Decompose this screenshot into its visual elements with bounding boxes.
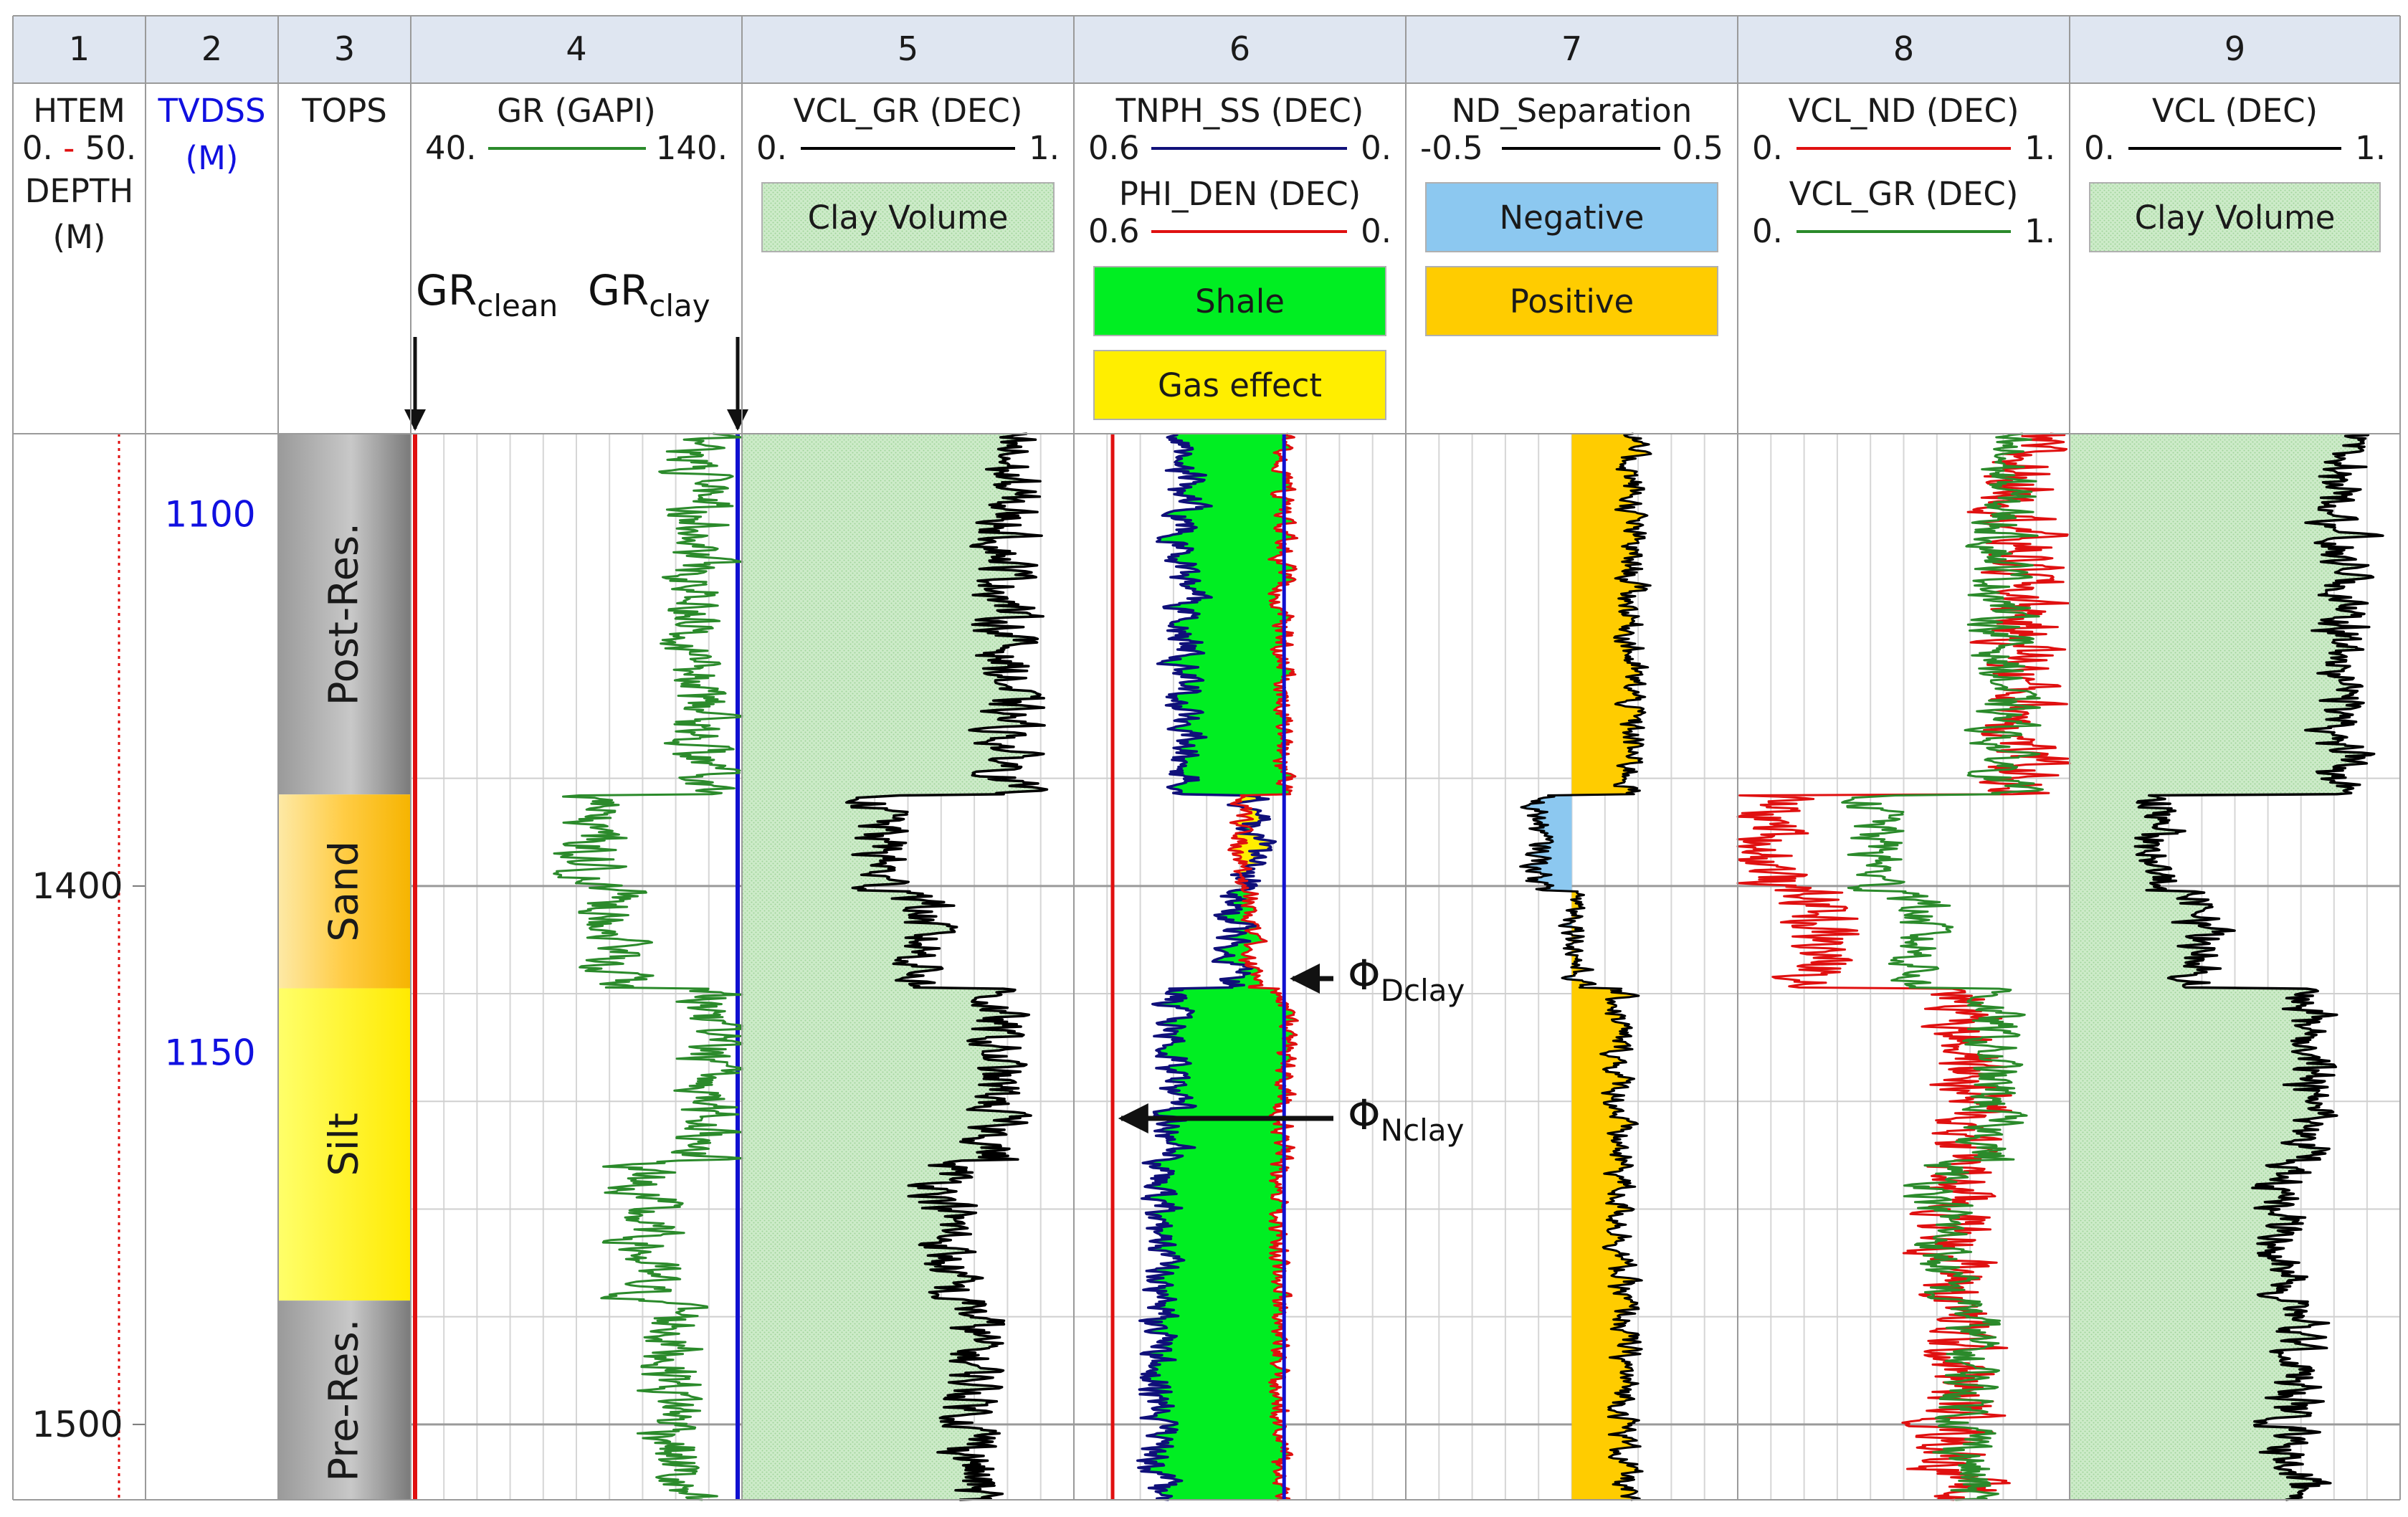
top-zone-label: Pre-Res. [321, 1319, 368, 1482]
nd-sep-title: ND_Separation [1452, 92, 1692, 130]
htem-title: HTEM [33, 92, 125, 130]
vcl-gr-min: 0. [756, 129, 787, 167]
depth-title: DEPTH [25, 172, 134, 210]
vcl-gr-clay-fill [742, 434, 1047, 1500]
track-number: 5 [898, 29, 918, 68]
top-zone-label: Post-Res. [321, 523, 368, 705]
vcl-gr-curve [844, 432, 1049, 1501]
top-zone-label: Silt [321, 1113, 368, 1176]
top-zone-postres [278, 434, 411, 795]
fill-layer [278, 434, 2383, 1500]
vcl-gr-t8-title: VCL_GR (DEC) [1789, 175, 2019, 213]
tnph-title: TNPH_SS (DEC) [1115, 92, 1364, 130]
gr-curve [553, 432, 743, 1501]
nd-sep-min: -0.5 [1420, 129, 1483, 167]
top-zone-silt [278, 988, 411, 1301]
vcl-gr-t8-min: 0. [1752, 212, 1783, 250]
gas-effect-legend-label: Gas effect [1158, 366, 1322, 404]
tvdss-unit: (M) [186, 139, 239, 177]
shale-legend-box [1093, 266, 1386, 336]
tnph-max: 0. [1361, 129, 1391, 167]
clay-volume-legend-box [761, 182, 1055, 252]
top-zone-label: Sand [321, 841, 368, 942]
nd-sep-max: 0.5 [1672, 129, 1723, 167]
vcl-clay-fill [2070, 434, 2383, 1500]
curves-layer [118, 337, 2384, 1501]
tops-title: TOPS [301, 92, 387, 130]
positive-legend-box [1425, 266, 1718, 336]
vcl-curve [2133, 432, 2384, 1501]
gr-title: GR (GAPI) [497, 92, 656, 130]
vcl-gr-max: 1. [1029, 129, 1060, 167]
shale-legend-label: Shale [1195, 282, 1285, 320]
gas-effect-legend-box [1093, 350, 1386, 420]
nd-separation-curve [1519, 432, 1652, 1501]
top-zone-sand [278, 794, 411, 989]
nd-positive-fill [1571, 434, 1651, 1500]
phi-dclay-label: ΦDclay [1348, 951, 1465, 1008]
negative-legend-box [1425, 182, 1718, 252]
tvd-tick-label: 1100 [164, 494, 255, 536]
track-number: 6 [1229, 29, 1250, 68]
track-number: 7 [1561, 29, 1582, 68]
vcl-gr-title: VCL_GR (DEC) [794, 92, 1023, 130]
phi-den-max: 0. [1361, 212, 1391, 250]
clay-volume-legend-t9-box [2089, 182, 2381, 252]
tnph-min: 0.6 [1088, 129, 1140, 167]
tvdss-title: TVDSS [157, 92, 265, 130]
depth-tick-label: 1400 [32, 865, 123, 907]
clay-volume-legend-label: Clay Volume [808, 199, 1009, 237]
gr-min: 40. [425, 129, 477, 167]
vcl-min: 0. [2084, 129, 2115, 167]
vcl-nd-curve [1736, 432, 2071, 1501]
track-number: 1 [69, 29, 90, 68]
vcl-max: 1. [2355, 129, 2386, 167]
gr-clay-label: GRclay [588, 266, 710, 323]
nd-negative-fill [1520, 434, 1572, 1500]
phi-nclay-label: ΦNclay [1348, 1090, 1464, 1148]
positive-legend-label: Positive [1510, 282, 1634, 320]
track-number: 3 [334, 29, 355, 68]
track-number: 9 [2224, 29, 2245, 68]
track-number: 4 [566, 29, 586, 68]
gr-clean-label: GRclean [416, 266, 558, 323]
phi-den-min: 0.6 [1088, 212, 1140, 250]
vcl-nd-max: 1. [2024, 129, 2055, 167]
vcl-nd-min: 0. [1752, 129, 1783, 167]
frame-layer [12, 15, 2401, 1501]
gr-max: 140. [656, 129, 728, 167]
clay-volume-legend-t9-label: Clay Volume [2135, 199, 2336, 237]
vcl-gr-t8-max: 1. [2024, 212, 2055, 250]
vcl-nd-title: VCL_ND (DEC) [1788, 92, 2019, 130]
depth-tick-label: 1500 [32, 1404, 123, 1445]
negative-legend-label: Negative [1500, 199, 1645, 237]
vcl-title: VCL (DEC) [2152, 92, 2318, 130]
track-number: 2 [201, 29, 222, 68]
track-number: 8 [1893, 29, 1914, 68]
text-layer: GRclean GRclay ΦDclay ΦNclay Post-Res. Sand Si… [22, 29, 2386, 1482]
header-number-band [13, 16, 2400, 83]
vcl-gr-curve-t8 [1841, 432, 2044, 1501]
top-zone-preres [278, 1300, 411, 1500]
phi-den-title: PHI_DEN (DEC) [1119, 175, 1361, 213]
depth-unit: (M) [53, 218, 106, 256]
htem-scale: 0. - 50. [22, 129, 136, 167]
tvd-tick-label: 1150 [164, 1032, 255, 1074]
